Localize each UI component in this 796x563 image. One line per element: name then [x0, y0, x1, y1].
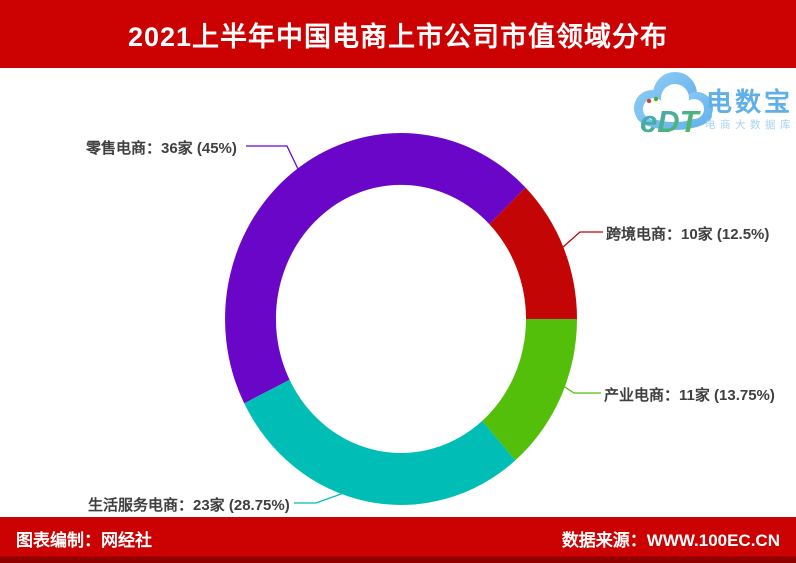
leader-line-lifeservice: [294, 461, 431, 504]
logo: eDT 电数宝 电商大数据库: [628, 68, 796, 146]
slice-label-retail: 零售电商：36家 (45%): [86, 140, 237, 157]
leader-line-crossborder: [562, 231, 603, 248]
donut-slice-1: [489, 187, 577, 319]
donut-slice-0: [225, 133, 526, 404]
slice-label-industrial: 产业电商：11家 (13.75%): [604, 387, 775, 404]
leader-line-industrial: [544, 373, 601, 394]
logo-brand-text: 电数宝: [706, 87, 794, 117]
donut-group: [225, 133, 577, 505]
cloud-icon: eDT: [634, 72, 713, 139]
donut-slice-2: [482, 319, 577, 461]
footer-source: 数据来源：WWW.100EC.CN: [561, 530, 780, 550]
footer-bar: 图表编制：网经社 数据来源：WWW.100EC.CN: [0, 517, 796, 563]
page-title: 2021上半年中国电商上市公司市值领域分布: [127, 21, 669, 52]
donut-slice-3: [244, 379, 516, 505]
slice-label-lifeservice: 生活服务电商：23家 (28.75%): [88, 497, 290, 514]
slice-label-crossborder: 跨境电商：10家 (12.5%): [606, 226, 770, 243]
footer-credit: 图表编制：网经社: [16, 530, 152, 550]
title-bar: 2021上半年中国电商上市公司市值领域分布: [0, 0, 796, 68]
logo-edt-text: eDT: [640, 104, 702, 139]
logo-sub-text: 电商大数据库: [705, 119, 795, 131]
leader-line-retail: [246, 145, 299, 170]
